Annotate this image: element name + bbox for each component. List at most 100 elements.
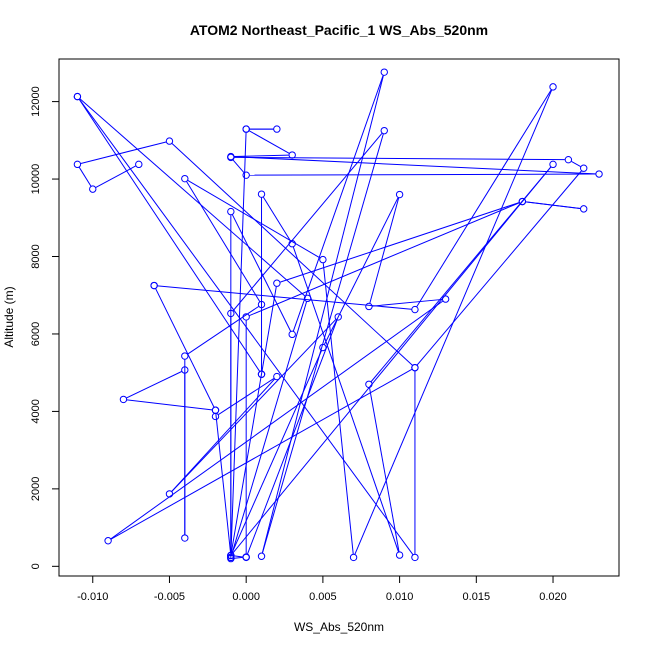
x-axis-label: WS_Abs_520nm [294,620,384,634]
data-point [227,207,235,216]
data-point [395,190,404,199]
series-segment [95,165,136,188]
data-point [564,155,573,164]
series-segment [292,246,399,552]
data-point [411,553,419,562]
series-segment [215,413,231,553]
data-point [242,553,250,562]
series-segment [155,288,215,408]
series-segment [80,141,167,164]
data-point [288,151,296,159]
data-point [411,363,419,372]
y-tick-label: 12000 [30,86,42,117]
data-point [411,305,419,314]
data-point [380,126,388,135]
series-segment [186,181,261,302]
series-segment [416,170,582,366]
y-tick-label: 10000 [30,164,42,195]
data-point [580,164,588,172]
series-segment [280,202,520,283]
data-point [257,300,266,309]
data-point [365,302,373,311]
x-axis: -0.010 -0.005 0.000 0.005 0.010 0.015 0.020 [77,575,567,603]
y-tick-label: 4000 [30,399,42,423]
data-point [165,490,174,498]
series-segment [248,130,290,154]
series-segment [78,167,92,187]
data-point [380,68,388,76]
data-point [242,313,250,321]
data-point [257,552,266,560]
data-point [257,370,266,378]
y-tick-label: 2000 [30,477,42,501]
data-point [273,125,281,133]
data-point [227,153,235,162]
series-segment [232,159,245,173]
data-point [181,534,189,542]
data-point [549,83,557,91]
x-tick-label: -0.010 [77,591,108,603]
series-segment [369,387,400,552]
series-segment [231,301,308,555]
y-axis-label: Altitude (m) [2,286,16,347]
series-segment [262,133,384,554]
x-tick-label: -0.005 [154,591,185,603]
data-point [165,137,174,145]
series-segment [234,555,243,558]
data-point [303,294,312,303]
data-point [89,185,97,193]
series-segment [230,286,277,553]
y-tick-label: 0 [30,563,42,569]
y-tick-label: 6000 [30,322,42,346]
data-point [395,551,404,559]
data-point [135,160,143,169]
x-tick-label: 0.015 [463,591,491,603]
x-tick-label: 0.000 [232,591,260,603]
series-segment [157,285,412,310]
series-segment [171,143,413,366]
plot-frame [58,58,620,577]
series-segment [110,368,413,540]
data-point [73,160,82,169]
series-segment [369,197,400,304]
series-segment [354,89,553,555]
series-segment [525,201,581,209]
series-segment [234,156,596,175]
data-point [150,281,158,290]
data-point [365,380,373,389]
data-point [119,395,128,404]
data-point [242,171,250,179]
series-points [73,68,603,563]
data-point [441,295,450,303]
data-point [104,537,112,545]
series-segment [370,166,552,382]
data-point [181,174,189,183]
series-segment [322,263,354,554]
data-point [181,366,189,374]
series-segment [218,378,275,415]
data-point [595,170,603,178]
data-point [349,553,358,562]
series-segment [232,166,552,554]
series-segment [262,196,291,242]
series-segment [571,160,581,167]
data-point [211,406,220,414]
data-point [242,125,250,133]
y-tick-label: 8000 [30,244,42,268]
data-point [227,309,235,318]
data-point [181,352,189,360]
series-segment [126,371,182,399]
data-point [227,551,235,560]
series-segment [171,378,275,492]
series-segment [261,75,384,553]
data-point [334,313,342,321]
data-point [580,205,588,213]
data-point [319,343,327,352]
data-point [319,255,327,264]
data-point [73,92,82,101]
series-lines [78,75,596,559]
data-point [288,330,296,339]
series-segment [234,154,289,158]
data-point [288,240,296,248]
